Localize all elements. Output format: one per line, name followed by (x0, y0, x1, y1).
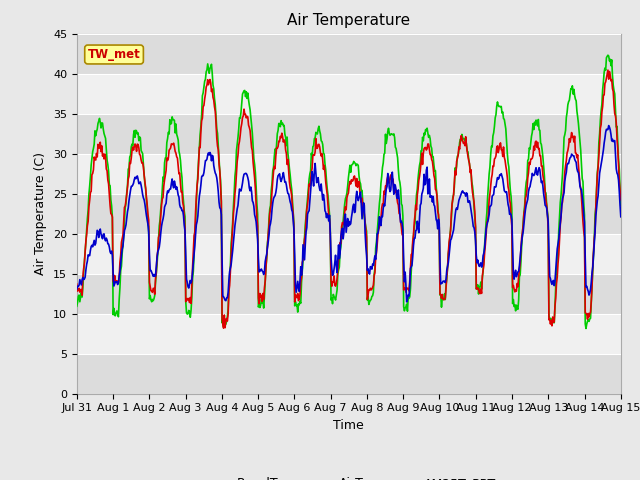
Bar (77, 354, 621, 394)
Bar (77, 193, 621, 234)
Bar (77, 73, 621, 114)
Text: TW_met: TW_met (88, 48, 140, 61)
Y-axis label: Air Temperature (C): Air Temperature (C) (35, 152, 47, 275)
Bar (77, 274, 621, 313)
Title: Air Temperature: Air Temperature (287, 13, 410, 28)
Bar (77, 34, 621, 73)
X-axis label: Time: Time (333, 419, 364, 432)
Bar (77, 234, 621, 274)
Legend: PanelT, AirT, AM25T_PRT: PanelT, AirT, AM25T_PRT (197, 472, 500, 480)
Bar (77, 154, 621, 193)
Bar (77, 313, 621, 354)
Bar (77, 114, 621, 154)
